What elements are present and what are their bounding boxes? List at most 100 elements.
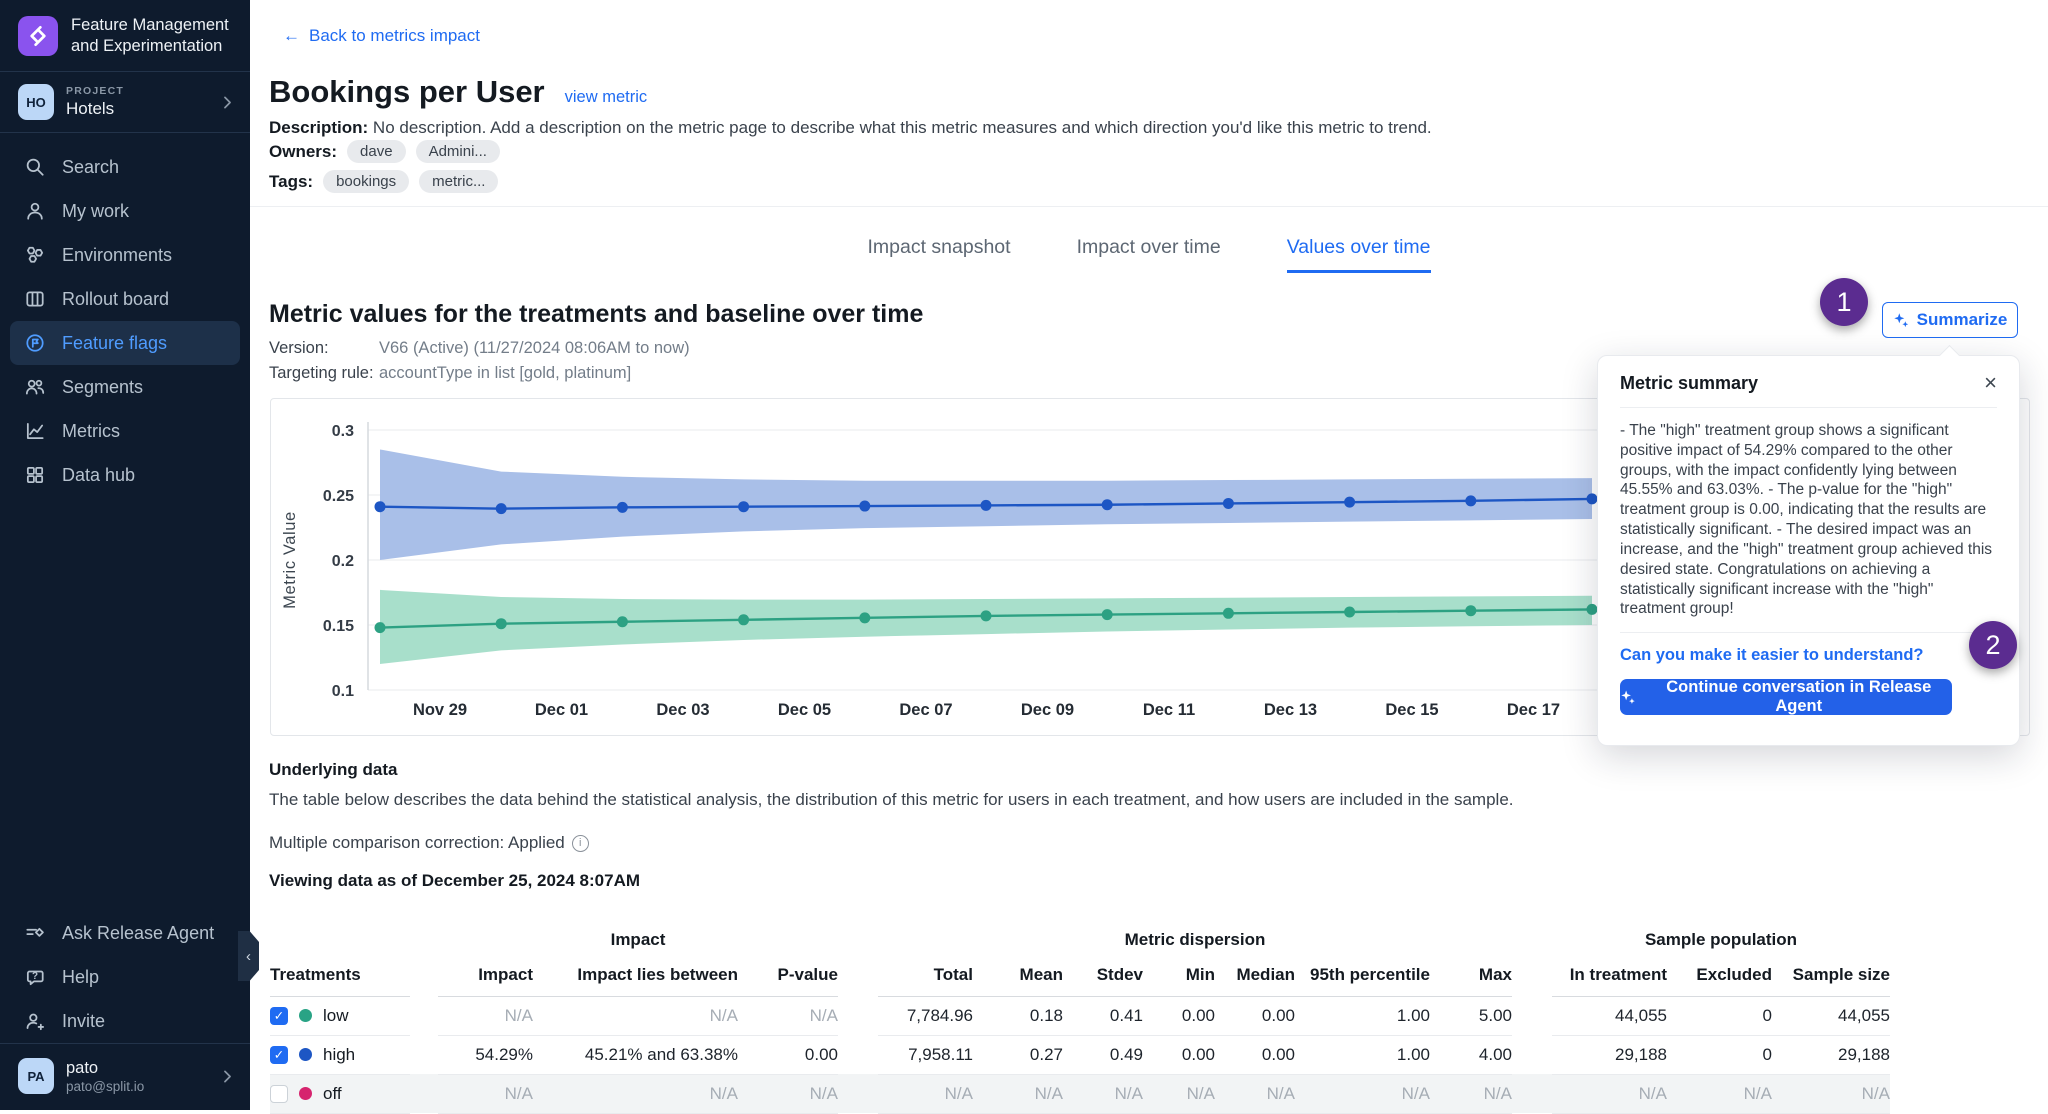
- col-95th-percentile: 95th percentile: [1295, 954, 1430, 997]
- invite-icon: [26, 1013, 45, 1031]
- owner-chip[interactable]: dave: [347, 140, 406, 163]
- col-min: Min: [1143, 954, 1215, 997]
- treatment-checkbox[interactable]: ✓: [270, 1006, 288, 1025]
- sidebar-item-my-work[interactable]: My work: [10, 189, 240, 233]
- underlying-data-table: Impact Metric dispersion Sample populati…: [270, 926, 1890, 1114]
- group-header-impact: Impact: [610, 930, 666, 949]
- grid-icon: [26, 467, 44, 484]
- popup-divider: [1620, 632, 1997, 634]
- sidebar-item-search[interactable]: Search: [10, 145, 240, 189]
- col-impact: Impact: [438, 954, 533, 997]
- summarize-button[interactable]: Summarize: [1882, 302, 2018, 338]
- info-icon[interactable]: i: [571, 834, 589, 852]
- col-median: Median: [1215, 954, 1295, 997]
- collapse-icon: ‹: [246, 947, 251, 965]
- svg-text:Dec 17: Dec 17: [1507, 701, 1560, 719]
- sparkle-icon: [1621, 690, 1635, 705]
- treatment-color-dot: [299, 1048, 312, 1061]
- svg-text:Dec 05: Dec 05: [778, 701, 831, 719]
- col-max: Max: [1430, 954, 1512, 997]
- sidebar-divider: [0, 132, 250, 134]
- svg-text:Dec 15: Dec 15: [1385, 701, 1438, 719]
- tab-values-over-time[interactable]: Values over time: [1286, 236, 1431, 273]
- col-treatments: Treatments: [270, 954, 410, 997]
- table-row-off: off N/A N/A N/A N/A N/A N/A N/A N/A N/A …: [270, 1074, 1890, 1114]
- treatment-name: high: [323, 1044, 356, 1064]
- check-icon: ✓: [273, 1009, 285, 1023]
- sidebar-item-feature-flags[interactable]: Feature flags: [10, 321, 240, 366]
- viewing-as-of: Viewing data as of December 25, 2024 8:0…: [269, 871, 641, 890]
- col-mean: Mean: [973, 954, 1063, 997]
- svg-text:Dec 07: Dec 07: [899, 701, 952, 719]
- metric-description: Description: No description. Add a descr…: [269, 118, 1432, 137]
- treatment-checkbox[interactable]: [270, 1084, 288, 1103]
- version-value: V66 (Active) (11/27/2024 08:06AM to now): [379, 339, 690, 357]
- col-excluded: Excluded: [1667, 954, 1772, 997]
- help-icon: ?: [26, 970, 44, 986]
- treatment-checkbox[interactable]: ✓: [270, 1045, 288, 1064]
- owners-row: Owners: dave Admini...: [269, 140, 500, 163]
- col-sample-size: Sample size: [1772, 954, 1890, 997]
- person-icon: [27, 203, 43, 220]
- targeting-rule-label: Targeting rule:: [269, 364, 374, 382]
- sidebar-item-rollout-board[interactable]: Rollout board: [10, 277, 240, 321]
- back-arrow-icon: ←: [283, 26, 300, 45]
- sidebar-item-environments[interactable]: Environments: [10, 233, 240, 277]
- people-icon: [25, 380, 45, 395]
- col-p-value: P-value: [738, 954, 838, 997]
- svg-text:Dec 03: Dec 03: [656, 701, 709, 719]
- underlying-data-description: The table below describes the data behin…: [269, 790, 1514, 809]
- sidebar-collapse-handle[interactable]: ‹: [238, 931, 259, 981]
- col-stdev: Stdev: [1063, 954, 1143, 997]
- metric-summary-popup: Metric summary × - The "high" treatment …: [1597, 344, 2020, 747]
- section-title: Metric values for the treatments and bas…: [269, 300, 924, 328]
- tab-impact-snapshot[interactable]: Impact snapshot: [867, 236, 1011, 258]
- tab-impact-over-time[interactable]: Impact over time: [1076, 236, 1221, 258]
- easier-to-understand-link[interactable]: Can you make it easier to understand?: [1620, 646, 1924, 665]
- sidebar: Feature Management and Experimentation H…: [0, 0, 250, 1110]
- sidebar-nav: Search My work Environments Rollout boar…: [0, 133, 250, 497]
- sparkle-icon: [1893, 313, 1908, 328]
- user-email: pato@split.io: [66, 1078, 145, 1094]
- sidebar-item-invite[interactable]: Invite: [10, 999, 240, 1043]
- svg-text:Metric Value: Metric Value: [281, 511, 299, 609]
- svg-text:0.25: 0.25: [323, 488, 354, 505]
- sidebar-item-ask-release-agent[interactable]: Ask Release Agent: [10, 911, 240, 955]
- project-name: Hotels: [66, 99, 115, 119]
- owner-chip[interactable]: Admini...: [415, 140, 500, 163]
- tag-chip[interactable]: metric...: [419, 170, 499, 193]
- svg-text:Nov 29: Nov 29: [413, 701, 467, 719]
- tab-bar: Impact snapshot Impact over time Values …: [250, 236, 2048, 273]
- close-icon[interactable]: ×: [1984, 370, 1997, 395]
- board-icon: [26, 291, 44, 307]
- sidebar-item-segments[interactable]: Segments: [10, 365, 240, 409]
- project-switcher[interactable]: HO PROJECT Hotels: [0, 72, 250, 132]
- treatment-name: low: [323, 1005, 349, 1025]
- sidebar-item-help[interactable]: ? Help: [10, 955, 240, 999]
- popup-body: - The "high" treatment group shows a sig…: [1620, 422, 1993, 618]
- continue-conversation-button[interactable]: Continue conversation in Release Agent: [1620, 678, 1952, 716]
- header-divider: [250, 206, 2048, 207]
- svg-text:0.1: 0.1: [332, 683, 354, 700]
- treatment-color-dot: [299, 1009, 312, 1022]
- page-title: Bookings per User: [269, 74, 545, 109]
- search-icon: [26, 158, 44, 176]
- chevron-right-icon: [224, 96, 231, 109]
- chevron-right-icon: [224, 1070, 231, 1082]
- sidebar-item-metrics[interactable]: Metrics: [10, 409, 240, 453]
- check-icon: ✓: [273, 1048, 285, 1062]
- back-link[interactable]: ← Back to metrics impact: [283, 26, 480, 45]
- annotation-badge-1: 1: [1820, 278, 1868, 326]
- view-metric-link[interactable]: view metric: [564, 88, 648, 106]
- svg-text:Dec 13: Dec 13: [1264, 701, 1317, 719]
- tags-row: Tags: bookings metric...: [269, 170, 499, 193]
- svg-text:0.3: 0.3: [332, 423, 354, 440]
- user-avatar: PA: [18, 1058, 54, 1094]
- popup-title: Metric summary: [1620, 372, 1759, 393]
- line-chart-icon: [26, 423, 44, 440]
- agent-icon: [26, 927, 44, 937]
- user-menu[interactable]: PA pato pato@split.io: [0, 1044, 250, 1110]
- version-label: Version:: [269, 339, 329, 357]
- sidebar-item-data-hub[interactable]: Data hub: [10, 453, 240, 497]
- tag-chip[interactable]: bookings: [323, 170, 410, 193]
